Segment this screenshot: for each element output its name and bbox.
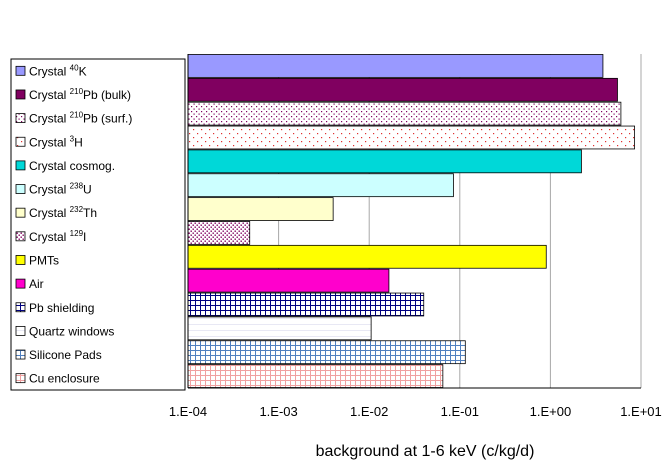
legend-swatch [15, 302, 26, 313]
legend-swatch [15, 89, 26, 100]
bar-5 [187, 149, 582, 174]
legend-swatch [15, 184, 26, 194]
bar-11 [187, 292, 425, 317]
bar-9 [187, 244, 547, 269]
legend-swatch [15, 373, 26, 384]
legend-swatch [15, 255, 26, 265]
legend-swatch [15, 349, 26, 360]
legend-label: Silicone Pads [29, 348, 102, 362]
x-axis-title: background at 1-6 keV (c/kg/d) [316, 443, 535, 460]
x-tick-label: 1.E+00 [530, 404, 572, 419]
x-tick-label: 1.E-01 [441, 404, 479, 419]
x-tick-label: 1.E-04 [169, 404, 207, 419]
legend-label: Air [29, 277, 44, 291]
bar-8 [187, 221, 251, 245]
legend-swatch [15, 65, 26, 76]
legend-swatch [15, 325, 26, 336]
bar-10 [187, 268, 390, 293]
legend-label: Crystal 232Th [29, 205, 97, 220]
legend-swatch [15, 136, 26, 147]
legend-swatch [15, 113, 26, 124]
x-tick-label: 1.E+01 [620, 404, 662, 419]
plot-area [187, 54, 642, 388]
legend-label: Quartz windows [29, 324, 114, 338]
bar-2 [187, 77, 618, 102]
x-tick-label: 1.E-03 [259, 404, 297, 419]
legend-label: Crystal 210Pb (bulk) [29, 87, 131, 102]
legend: Crystal 40K Crystal 210Pb (bulk) Crystal 2… [10, 58, 186, 391]
legend-label: PMTs [29, 253, 59, 267]
bar-7 [187, 197, 334, 221]
legend-swatch [15, 231, 26, 242]
bar-1 [187, 54, 604, 78]
x-axis: 1.E-04 1.E-03 1.E-02 1.E-01 1.E+00 1.E+01 [169, 54, 662, 419]
legend-label: Crystal cosmog. [29, 159, 115, 173]
legend-label: Crystal 129I [29, 229, 86, 244]
bar-6 [187, 173, 454, 198]
bar-13 [187, 340, 466, 365]
legend-label: Crystal 238U [29, 182, 92, 197]
legend-label: Cu enclosure [29, 372, 100, 386]
legend-swatch [15, 278, 26, 289]
legend-swatch [15, 160, 26, 171]
bar-14 [187, 364, 444, 388]
bar-12 [187, 316, 372, 341]
bar-4 [187, 125, 636, 150]
legend-swatch [15, 207, 26, 218]
bar-3 [187, 101, 622, 126]
x-tick-label: 1.E-02 [350, 404, 388, 419]
legend-label: Crystal 40K [29, 63, 87, 78]
legend-label: Crystal 210Pb (surf.) [29, 111, 132, 126]
legend-label: Crystal 3H [29, 134, 83, 149]
legend-label: Pb shielding [29, 301, 94, 315]
legend-box [10, 58, 186, 391]
